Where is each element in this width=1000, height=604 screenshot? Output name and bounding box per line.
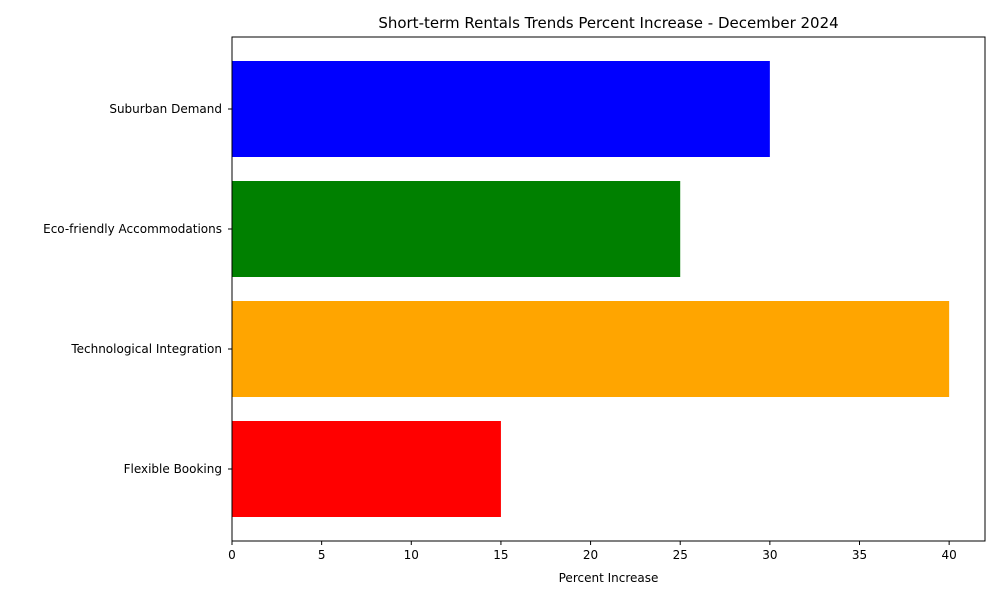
x-axis-title: Percent Increase	[559, 571, 659, 585]
bar-suburban-demand	[232, 61, 770, 157]
axes-layer	[231, 36, 986, 542]
x-tick-label: 10	[404, 548, 419, 562]
x-tick-label: 15	[493, 548, 508, 562]
y-tick-label: Flexible Booking	[124, 462, 222, 476]
x-tick-label: 30	[762, 548, 777, 562]
chart-title: Short-term Rentals Trends Percent Increa…	[378, 14, 838, 32]
plot-frame	[231, 36, 986, 542]
bar-eco-friendly-accommodations	[232, 181, 681, 277]
x-tick-label: 25	[673, 548, 688, 562]
x-tick-label: 5	[318, 548, 326, 562]
bars-layer	[232, 61, 950, 517]
x-tick-label: 35	[852, 548, 867, 562]
y-axis-ticks: Flexible Booking Technological Integratio…	[43, 102, 232, 476]
y-tick-label: Suburban Demand	[109, 102, 222, 116]
bar-flexible-booking	[232, 421, 501, 517]
bar-technological-integration	[232, 301, 950, 397]
x-tick-label: 20	[583, 548, 598, 562]
x-axis-ticks: 0 5 10 15 20 25 30 35 40	[228, 541, 957, 562]
y-tick-label: Technological Integration	[70, 342, 222, 356]
x-tick-label: 40	[942, 548, 957, 562]
x-tick-label: 0	[228, 548, 236, 562]
y-tick-label: Eco-friendly Accommodations	[43, 222, 222, 236]
